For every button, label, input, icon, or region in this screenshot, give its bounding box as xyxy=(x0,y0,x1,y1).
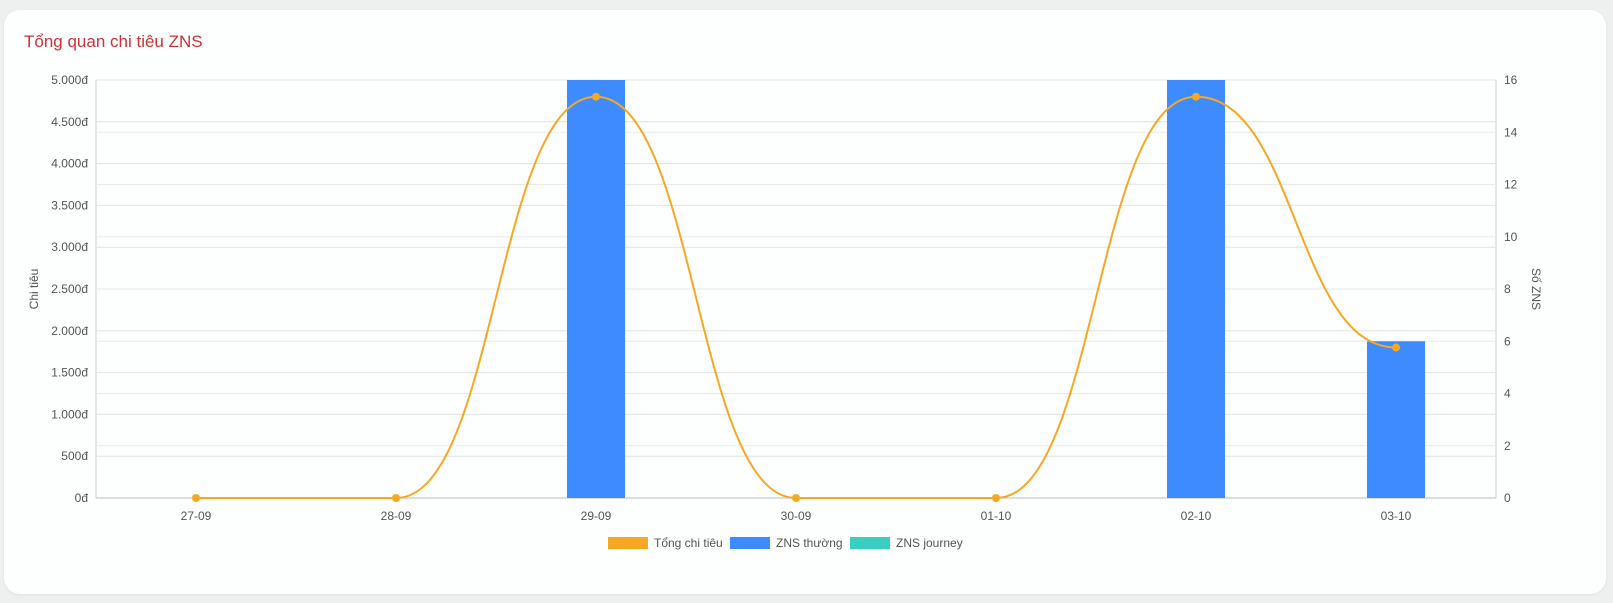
axes: 0đ 500đ 1.000đ 1.500đ 2.000đ 2.500đ 3.000đ 3.50… xyxy=(27,73,1543,523)
x-tick-label: 02-10 xyxy=(1181,509,1212,523)
spending-point-01-10 xyxy=(992,494,1000,502)
bar-29-09 xyxy=(567,80,625,498)
legend-item-1[interactable]: ZNS thường xyxy=(730,536,843,550)
y2-tick-label: 8 xyxy=(1504,282,1511,296)
y-tick-label: 2.000đ xyxy=(51,324,88,338)
y2-tick-label: 6 xyxy=(1504,334,1511,348)
x-tick-label: 27-09 xyxy=(181,509,212,523)
y-tick-label: 4.500đ xyxy=(51,115,88,129)
spending-line xyxy=(192,92,1400,502)
y-axis-title: Chi tiêu xyxy=(27,269,41,310)
legend-label: Tổng chi tiêu xyxy=(654,536,723,550)
y-tick-label: 2.500đ xyxy=(51,282,88,296)
legend-label: ZNS thường xyxy=(776,536,843,550)
bars xyxy=(567,80,1425,498)
legend-swatch xyxy=(730,537,770,549)
spending-point-29-09 xyxy=(592,92,600,101)
x-tick-label: 28-09 xyxy=(381,509,412,523)
spending-point-02-10 xyxy=(1192,92,1200,101)
y-tick-label: 1.000đ xyxy=(51,407,88,421)
y2-tick-label: 16 xyxy=(1504,73,1518,87)
legend-item-0[interactable]: Tổng chi tiêu xyxy=(608,536,723,550)
y-tick-label: 500đ xyxy=(61,449,88,463)
legend-label: ZNS journey xyxy=(896,536,963,550)
x-tick-label: 01-10 xyxy=(981,509,1012,523)
legend-swatch xyxy=(850,537,890,549)
y2-axis-title: Số ZNS xyxy=(1529,268,1543,310)
x-tick-label: 30-09 xyxy=(781,509,812,523)
zns-spending-card xyxy=(4,10,1606,594)
y-tick-label: 5.000đ xyxy=(51,73,88,87)
y2-tick-label: 14 xyxy=(1504,125,1518,139)
bar-02-10 xyxy=(1167,80,1225,498)
grid-lines xyxy=(95,79,1497,499)
legend-swatch xyxy=(608,537,648,549)
y2-tick-label: 10 xyxy=(1504,230,1518,244)
spending-point-30-09 xyxy=(792,494,800,502)
legend[interactable]: Tổng chi tiêu ZNS thường ZNS journey xyxy=(608,536,963,550)
y-tick-label: 3.000đ xyxy=(51,240,88,254)
x-tick-label: 03-10 xyxy=(1381,509,1412,523)
x-tick-label: 29-09 xyxy=(581,509,612,523)
card-title: Tổng quan chi tiêu ZNS xyxy=(24,32,203,51)
legend-item-2[interactable]: ZNS journey xyxy=(850,536,963,550)
y2-tick-label: 0 xyxy=(1504,491,1511,505)
y-tick-label: 3.500đ xyxy=(51,198,88,212)
y2-tick-label: 12 xyxy=(1504,178,1518,192)
y-tick-label: 4.000đ xyxy=(51,157,88,171)
spending-point-03-10 xyxy=(1392,343,1400,352)
y2-tick-label: 2 xyxy=(1504,439,1511,453)
spending-point-27-09 xyxy=(192,494,200,502)
y-tick-label: 1.500đ xyxy=(51,366,88,380)
y2-tick-label: 4 xyxy=(1504,387,1511,401)
spending-point-28-09 xyxy=(392,494,400,502)
bar-03-10 xyxy=(1367,341,1425,498)
y-tick-label: 0đ xyxy=(75,491,89,505)
